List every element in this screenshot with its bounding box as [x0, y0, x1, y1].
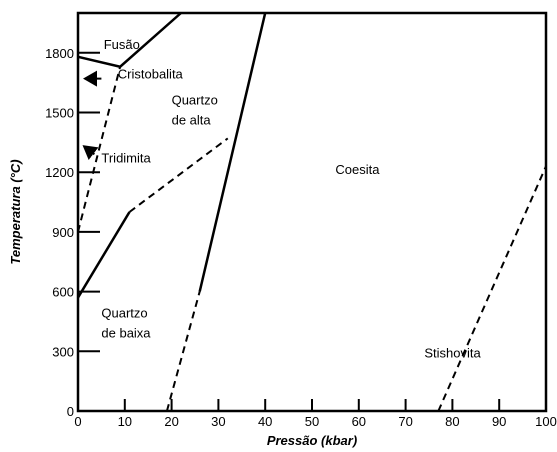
x-tick-label: 20 — [164, 414, 178, 429]
region-label: Fusão — [104, 37, 140, 52]
x-tick-label: 70 — [398, 414, 412, 429]
y-tick-label: 600 — [52, 285, 74, 300]
phase-boundary-dashed — [437, 165, 547, 412]
region-label: Cristobalita — [118, 67, 184, 82]
x-axis-label: Pressão (kbar) — [267, 433, 357, 448]
region-label: Stishovita — [424, 345, 481, 360]
phase-boundary-dashed — [165, 291, 201, 412]
plot-area: 0 10 20 30 40 50 60 70 80 90 100 0 300 600 900 1200 1500… — [8, 11, 557, 448]
x-tick-label: 10 — [118, 414, 132, 429]
y-tick-label: 1500 — [45, 106, 74, 121]
y-axis-label: Temperatura (°C) — [8, 159, 23, 264]
region-label: de alta — [172, 112, 212, 127]
x-tick-label: 40 — [258, 414, 272, 429]
y-tick-label: 900 — [52, 225, 74, 240]
arrow-icon — [82, 145, 99, 160]
phase-boundary-dashed — [77, 66, 122, 233]
x-tick-label: 100 — [535, 414, 557, 429]
region-label: Tridimita — [101, 150, 151, 165]
x-tick-label: 80 — [445, 414, 459, 429]
y-tick-label: 300 — [52, 344, 74, 359]
y-tick-label: 0 — [67, 404, 74, 419]
region-label: Quartzo — [101, 305, 147, 320]
region-label: Coesita — [335, 162, 380, 177]
phase-boundary-solid — [198, 12, 267, 292]
x-tick-label: 50 — [305, 414, 319, 429]
phase-boundary-solid — [77, 12, 182, 69]
phase-boundary-solid — [76, 211, 131, 299]
x-tick-label: 90 — [492, 414, 506, 429]
y-tick-label: 1200 — [45, 165, 74, 180]
region-label: Quartzo — [172, 93, 218, 108]
x-tick-label: 30 — [211, 414, 225, 429]
x-tick-label: 60 — [352, 414, 366, 429]
x-tick-label: 0 — [74, 414, 81, 429]
y-tick-label: 1800 — [45, 46, 74, 61]
region-label: de baixa — [101, 325, 151, 340]
phase-boundary-dashed — [128, 137, 229, 213]
